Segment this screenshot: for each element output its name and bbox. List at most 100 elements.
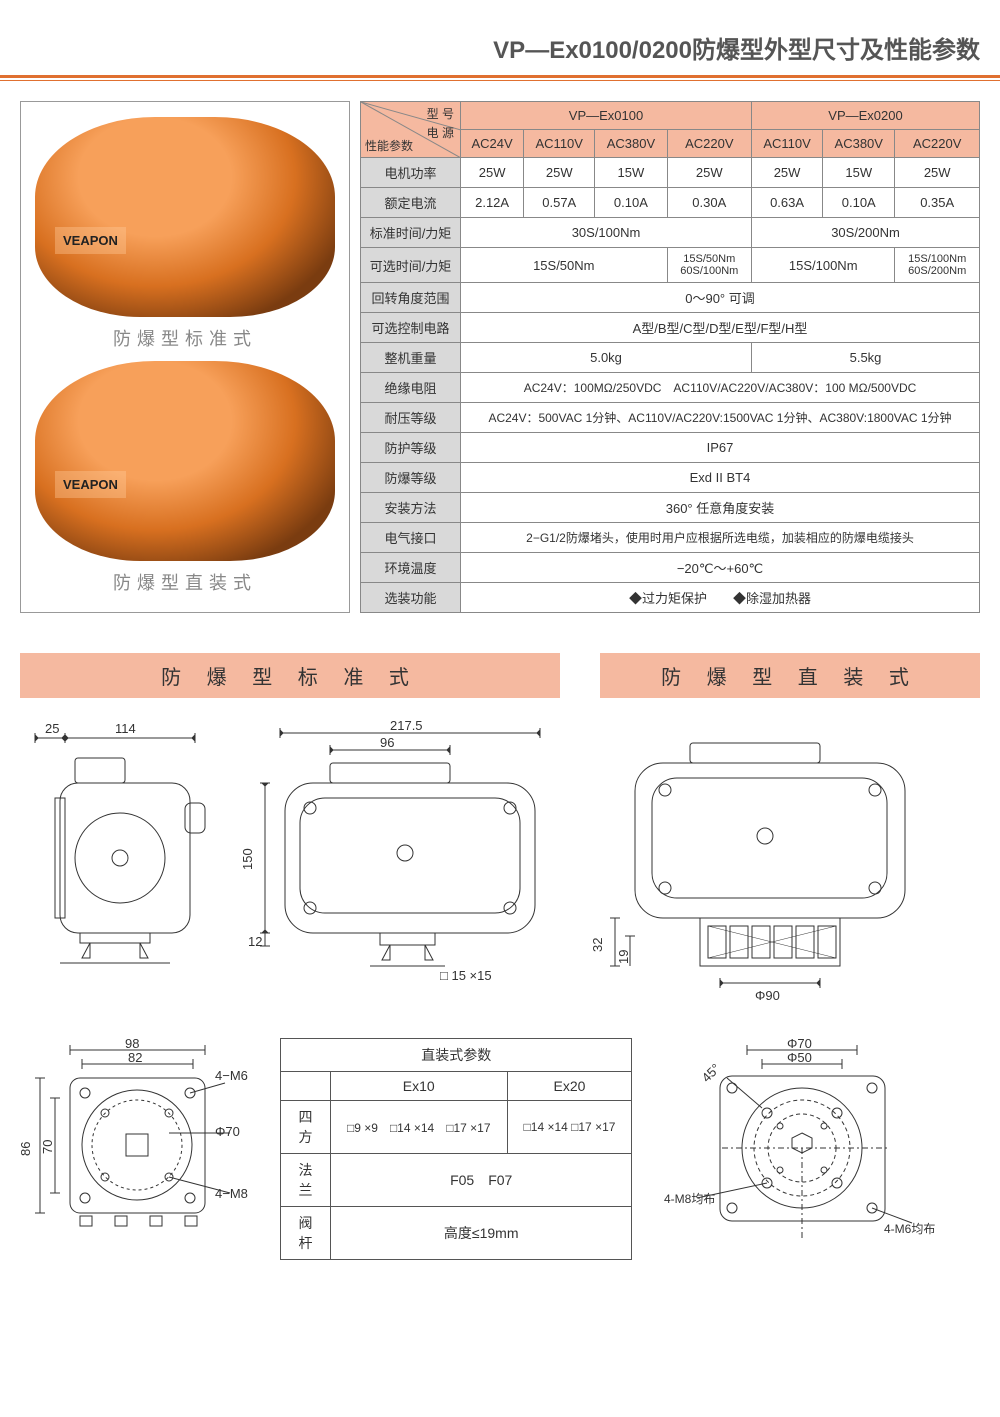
row-opt-lbl: 选装功能	[361, 583, 461, 613]
ex-val: Exd II BT4	[461, 463, 980, 493]
row-mount-lbl: 安装方法	[361, 493, 461, 523]
dim-82: 82	[128, 1050, 142, 1065]
weight-2: 5.5kg	[752, 343, 980, 373]
dim-25: 25	[45, 721, 59, 736]
volt-0: AC24V	[461, 130, 524, 158]
mt-sq-b: □14 ×14 □17 ×17	[507, 1101, 632, 1154]
top-section: 防爆型标准式 防爆型直装式 型 号 电 源 性能参数 VP—Ex0100 VP—…	[0, 101, 1000, 613]
mt-sq-lbl: 四方	[281, 1101, 331, 1154]
dim-45: 45°	[699, 1061, 724, 1086]
corner-param: 性能参数	[365, 137, 413, 154]
cur-6: 0.35A	[895, 188, 980, 218]
cur-0: 2.12A	[461, 188, 524, 218]
row-current-lbl: 额定电流	[361, 188, 461, 218]
dim-32: 32	[590, 938, 605, 952]
cur-3: 0.30A	[667, 188, 751, 218]
volt-1: AC110V	[524, 130, 595, 158]
spec-corner-cell: 型 号 电 源 性能参数	[361, 102, 461, 158]
power-6: 25W	[895, 158, 980, 188]
corner-model: 型 号	[427, 105, 454, 122]
row-angle-lbl: 回转角度范围	[361, 283, 461, 313]
volt-3: AC220V	[667, 130, 751, 158]
mount-val: 360° 任意角度安装	[461, 493, 980, 523]
dim-phi90: Φ90	[755, 988, 780, 1003]
drawing-flange-direct: Φ70 Φ50 45° 4-M8均布 4-M6均布	[662, 1038, 942, 1248]
power-1: 25W	[524, 158, 595, 188]
temp-val: −20℃～+60℃	[461, 553, 980, 583]
volt-5: AC380V	[823, 130, 895, 158]
row-stdtime-lbl: 标准时间/力矩	[361, 218, 461, 248]
stdtime-1: 30S/100Nm	[461, 218, 752, 248]
spec-table: 型 号 电 源 性能参数 VP—Ex0100 VP—Ex0200 AC24V A…	[360, 101, 980, 613]
photo-caption-direct: 防爆型直装式	[26, 569, 344, 595]
row-ip-lbl: 防护等级	[361, 433, 461, 463]
cur-5: 0.10A	[823, 188, 895, 218]
photo-column: 防爆型标准式 防爆型直装式	[20, 101, 350, 613]
stdtime-2: 30S/200Nm	[752, 218, 980, 248]
opt-val: ◆过力矩保护 ◆除湿加热器	[461, 583, 980, 613]
product-photo-direct: 防爆型直装式	[26, 361, 344, 595]
drawing-std-side: 25 114	[20, 718, 220, 978]
mt-col0: Ex10	[331, 1072, 508, 1101]
cur-2: 0.10A	[595, 188, 667, 218]
actuator-photo-1	[35, 117, 335, 317]
corner-power: 电 源	[427, 124, 454, 141]
dim-m6u: 4-M6均布	[884, 1222, 935, 1236]
dim-m8u: 4-M8均布	[664, 1192, 715, 1206]
product-photo-standard: 防爆型标准式	[26, 117, 344, 351]
dim-19: 19	[616, 950, 631, 964]
row-ex-lbl: 防爆等级	[361, 463, 461, 493]
drawings-row: 25 114 217.5 96 150 12 □ 15 ×15	[0, 718, 1000, 1018]
insul-val: AC24V：100MΩ/250VDC AC110V/AC220V/AC380V：…	[461, 373, 980, 403]
angle-val: 0～90° 可调	[461, 283, 980, 313]
actuator-photo-2	[35, 361, 335, 561]
mt-col1: Ex20	[507, 1072, 632, 1101]
dim-96: 96	[380, 735, 394, 750]
opttime-a: 15S/50Nm	[461, 248, 668, 283]
dim-2175: 217.5	[390, 718, 423, 733]
volt-4: AC110V	[752, 130, 823, 158]
drawing-direct-front: 32 19 Φ90	[580, 718, 960, 1018]
elec-val: 2−G1/2防爆堵头，使用时用户应根据所选电缆，加装相应的防爆电缆接头	[461, 523, 980, 553]
bottom-row: 98 82 86 70 4−M6 Φ70 4−M8 直装式参数 Ex10Ex20…	[0, 1018, 1000, 1280]
mount-table: 直装式参数 Ex10Ex20 四方□9 ×9 □14 ×14 □17 ×17□1…	[280, 1038, 632, 1260]
row-temp-lbl: 环境温度	[361, 553, 461, 583]
weight-1: 5.0kg	[461, 343, 752, 373]
dim-sq15: □ 15 ×15	[440, 968, 492, 983]
drawing-std-front: 217.5 96 150 12 □ 15 ×15	[240, 718, 560, 998]
mt-stem-val: 高度≤19mm	[331, 1207, 632, 1260]
power-4: 25W	[752, 158, 823, 188]
model-hdr-2: VP—Ex0200	[752, 102, 980, 130]
power-5: 15W	[823, 158, 895, 188]
section-hdr-standard: 防 爆 型 标 准 式	[20, 653, 560, 698]
volt-2: AC380V	[595, 130, 667, 158]
cur-1: 0.57A	[524, 188, 595, 218]
opttime-b: 15S/50Nm 60S/100Nm	[667, 248, 751, 283]
page-title: VP—Ex0100/0200防爆型外型尺寸及性能参数	[0, 0, 1000, 78]
row-withstand-lbl: 耐压等级	[361, 403, 461, 433]
drawing-flange-std: 98 82 86 70 4−M6 Φ70 4−M8	[20, 1038, 250, 1248]
dim-m6: 4−M6	[215, 1068, 248, 1083]
cur-4: 0.63A	[752, 188, 823, 218]
volt-6: AC220V	[895, 130, 980, 158]
mt-flg-lbl: 法兰	[281, 1154, 331, 1207]
mt-title: 直装式参数	[281, 1039, 632, 1072]
row-power-lbl: 电机功率	[361, 158, 461, 188]
dim-150: 150	[240, 848, 255, 870]
row-elec-lbl: 电气接口	[361, 523, 461, 553]
dim-70: 70	[40, 1140, 55, 1154]
opttime-d: 15S/100Nm 60S/200Nm	[895, 248, 980, 283]
power-0: 25W	[461, 158, 524, 188]
row-weight-lbl: 整机重量	[361, 343, 461, 373]
title-underline	[0, 80, 1000, 81]
mt-sq-a: □9 ×9 □14 ×14 □17 ×17	[331, 1101, 508, 1154]
row-ctrl-lbl: 可选控制电路	[361, 313, 461, 343]
ip-val: IP67	[461, 433, 980, 463]
dim-12: 12	[248, 934, 262, 949]
model-hdr-1: VP—Ex0100	[461, 102, 752, 130]
power-2: 15W	[595, 158, 667, 188]
power-3: 25W	[667, 158, 751, 188]
dim-m8: 4−M8	[215, 1186, 248, 1201]
dim-114: 114	[115, 721, 136, 736]
opttime-c: 15S/100Nm	[752, 248, 895, 283]
